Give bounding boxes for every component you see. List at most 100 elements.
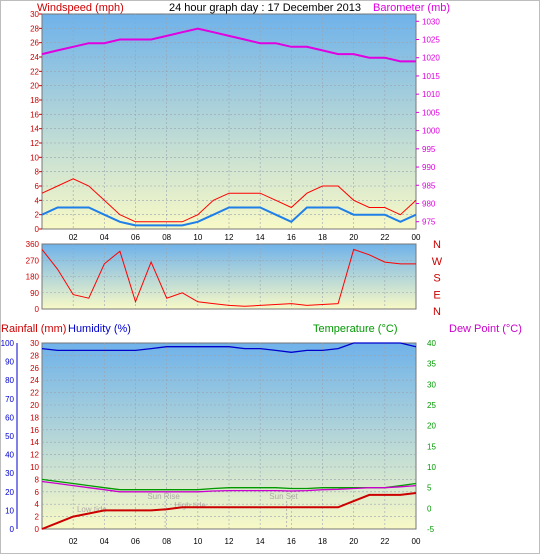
barometer-tick-label: 995 <box>422 145 436 154</box>
x-tick-label: 18 <box>318 537 327 546</box>
x-tick-label: 06 <box>131 537 140 546</box>
windspeed-tick-label: 6 <box>35 182 40 191</box>
windspeed-tick-label: 2 <box>35 211 40 220</box>
windspeed-tick-label: 20 <box>30 82 39 91</box>
x-tick-label: 06 <box>131 233 140 242</box>
windspeed-tick-label: 22 <box>30 67 39 76</box>
rainfall-tick-label: 30 <box>30 339 39 348</box>
windspeed-tick-label: 16 <box>30 110 39 119</box>
temperature-series <box>41 478 417 491</box>
compass-label: S <box>433 273 440 285</box>
windspeed-tick-label: 12 <box>30 139 39 148</box>
rainfall-tick-label: 16 <box>30 426 39 435</box>
direction-tick-label: 90 <box>30 289 39 298</box>
temperature-tick-label: 0 <box>427 504 432 513</box>
x-tick-label: 10 <box>193 233 202 242</box>
dewpoint-series <box>41 480 417 493</box>
wind-panel-ticks: 0246810121416182022242628309759809859909… <box>30 10 440 242</box>
x-tick-label: 22 <box>380 233 389 242</box>
humidity-axis-label: Humidity (%) <box>68 323 131 335</box>
rainfall-tick-label: 28 <box>30 351 39 360</box>
humidity-tick-label: 10 <box>5 506 14 515</box>
humidity-tick-label: 0 <box>10 525 15 534</box>
rainfall-tick-label: 8 <box>35 475 40 484</box>
temperature-axis-label: Temperature (°C) <box>313 323 397 335</box>
humidity-tick-label: 80 <box>5 376 14 385</box>
tide-sun-annotation: High tide <box>174 501 206 510</box>
direction-tick-label: 270 <box>26 256 40 265</box>
rainfall-tick-label: 14 <box>30 438 39 447</box>
barometer-tick-label: 990 <box>422 163 436 172</box>
humidity-tick-label: 100 <box>1 339 15 348</box>
rainfall-tick-label: 6 <box>35 488 40 497</box>
temperature-tick-label: 30 <box>427 380 436 389</box>
wind-direction-series <box>41 248 416 307</box>
windspeed-tick-label: 18 <box>30 96 39 105</box>
rainfall-tick-label: 2 <box>35 513 40 522</box>
tide-sun-annotation: Sun Rise <box>147 492 180 501</box>
x-tick-label: 14 <box>256 537 265 546</box>
climate-panel-ticks: 0102030405060708090100024681012141618202… <box>1 339 437 546</box>
direction-tick-label: 360 <box>26 240 40 249</box>
x-tick-label: 04 <box>100 537 109 546</box>
humidity-tick-label: 30 <box>5 469 14 478</box>
barometer-tick-label: 1025 <box>422 36 440 45</box>
windspeed-tick-label: 30 <box>30 10 39 19</box>
windspeed-axis-label: Windspeed (mph) <box>37 2 124 14</box>
humidity-tick-label: 60 <box>5 413 14 422</box>
barometer-tick-label: 1015 <box>422 72 440 81</box>
x-tick-label: 12 <box>225 233 234 242</box>
rainfall-tick-label: 12 <box>30 451 39 460</box>
windspeed-tick-label: 24 <box>30 53 39 62</box>
windspeed-tick-label: 8 <box>35 168 40 177</box>
windspeed-tick-label: 4 <box>35 196 40 205</box>
x-tick-label: 18 <box>318 233 327 242</box>
x-tick-label: 04 <box>100 233 109 242</box>
barometer-tick-label: 1005 <box>422 108 440 117</box>
compass-label: W <box>432 256 443 268</box>
rainfall-tick-label: 24 <box>30 376 39 385</box>
rainfall-tick-label: 18 <box>30 413 39 422</box>
x-tick-label: 16 <box>287 233 296 242</box>
compass-label: N <box>433 239 441 251</box>
windspeed-tick-label: 14 <box>30 125 39 134</box>
humidity-tick-label: 40 <box>5 451 14 460</box>
barometer-tick-label: 1000 <box>422 127 440 136</box>
humidity-tick-label: 90 <box>5 358 14 367</box>
humidity-tick-label: 70 <box>5 395 14 404</box>
compass-label: E <box>433 289 440 301</box>
barometer-tick-label: 975 <box>422 218 436 227</box>
temperature-tick-label: 10 <box>427 463 436 472</box>
climate-panel-annotations: Sun Rise Sun Set Low tide High tide <box>77 492 299 529</box>
rainfall-tick-label: 4 <box>35 500 40 509</box>
wind-gust-series <box>41 178 417 223</box>
x-tick-label: 22 <box>380 537 389 546</box>
rainfall-tick-label: 26 <box>30 364 39 373</box>
climate-panel-grid <box>42 343 416 529</box>
x-tick-label: 16 <box>287 537 296 546</box>
x-tick-label: 08 <box>162 233 171 242</box>
x-tick-label: 08 <box>162 537 171 546</box>
x-tick-label: 10 <box>193 537 202 546</box>
temperature-tick-label: 20 <box>427 422 436 431</box>
x-tick-label: 20 <box>349 233 358 242</box>
barometer-series <box>41 27 416 63</box>
x-tick-label: 12 <box>225 537 234 546</box>
x-tick-label: 02 <box>69 233 78 242</box>
rainfall-tick-label: 22 <box>30 389 39 398</box>
temperature-tick-label: 40 <box>427 339 436 348</box>
direction-tick-label: 0 <box>35 305 40 314</box>
windspeed-tick-label: 28 <box>30 24 39 33</box>
humidity-series <box>41 342 417 353</box>
rainfall-tick-label: 0 <box>35 525 40 534</box>
rainfall-tick-label: 10 <box>30 463 39 472</box>
temperature-tick-label: 5 <box>427 484 432 493</box>
direction-tick-label: 180 <box>26 273 40 282</box>
x-tick-label: 14 <box>256 233 265 242</box>
tide-sun-annotation: Low tide <box>77 505 107 514</box>
dewpoint-axis-label: Dew Point (°C) <box>449 323 522 335</box>
temperature-tick-label: 15 <box>427 442 436 451</box>
